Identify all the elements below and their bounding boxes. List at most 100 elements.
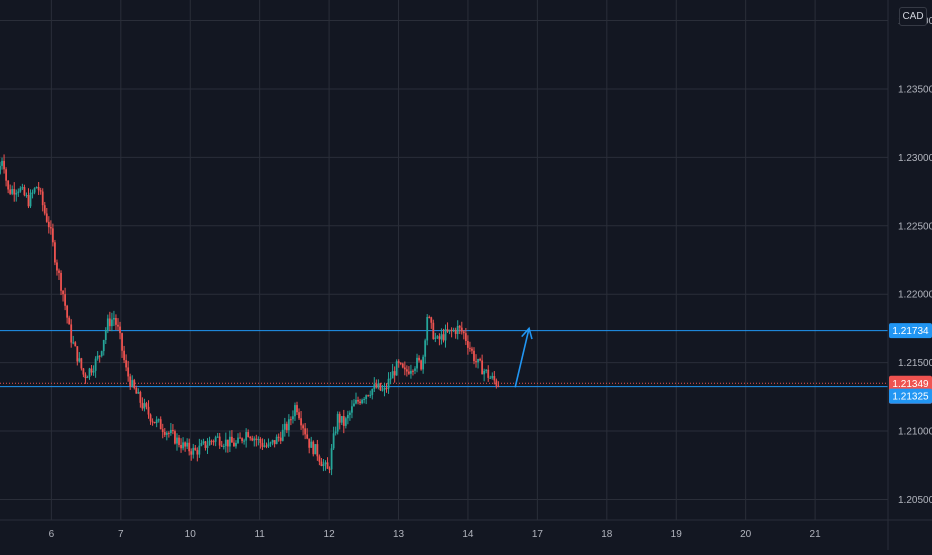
candle-body bbox=[306, 434, 309, 439]
candle-body bbox=[163, 431, 166, 435]
candle-body bbox=[129, 376, 132, 387]
candle-body bbox=[66, 305, 69, 318]
candle-body bbox=[222, 446, 225, 448]
candle-body bbox=[176, 437, 178, 444]
x-tick-label: 6 bbox=[49, 529, 55, 540]
candle-body bbox=[330, 448, 333, 470]
candle-body bbox=[359, 401, 361, 404]
candle-body bbox=[220, 445, 223, 447]
candle-body bbox=[287, 419, 290, 431]
candle-body bbox=[51, 228, 54, 243]
candle-body bbox=[174, 431, 176, 444]
candle-body bbox=[444, 329, 447, 341]
candle-body bbox=[119, 326, 121, 334]
level-badge-upper: 1.21734 bbox=[889, 323, 932, 339]
candle-body bbox=[68, 317, 71, 325]
candle-body bbox=[5, 169, 8, 181]
candle-body bbox=[121, 333, 123, 351]
candle-body bbox=[35, 187, 38, 189]
candle-body bbox=[438, 336, 441, 340]
candle-body bbox=[304, 428, 307, 435]
candle-body bbox=[273, 440, 276, 445]
candle-body bbox=[397, 361, 400, 363]
candle-body bbox=[316, 444, 319, 457]
candle-body bbox=[165, 432, 168, 435]
candle-body bbox=[161, 429, 164, 432]
candle-body bbox=[9, 189, 12, 194]
candle-body bbox=[418, 357, 420, 361]
currency-label: CAD bbox=[902, 11, 924, 22]
candle-body bbox=[235, 442, 237, 447]
arrow-shaft[interactable] bbox=[514, 328, 530, 388]
candle-body bbox=[23, 187, 26, 196]
candle-body bbox=[182, 442, 184, 449]
candle-body bbox=[430, 317, 433, 323]
candle-body bbox=[369, 394, 372, 396]
candle-body bbox=[318, 456, 321, 462]
candle-body bbox=[123, 350, 125, 361]
candle-body bbox=[56, 262, 58, 271]
y-tick-label: 1.21500 bbox=[898, 358, 932, 369]
candle-body bbox=[7, 180, 10, 190]
candle-body bbox=[365, 395, 368, 399]
candle-body bbox=[281, 429, 284, 441]
candle-body bbox=[192, 447, 195, 455]
candle-body bbox=[403, 367, 406, 370]
candle-body bbox=[241, 438, 243, 441]
candle-body bbox=[300, 418, 302, 426]
candle-body bbox=[385, 388, 388, 390]
candle-body bbox=[308, 438, 311, 448]
candle-body bbox=[228, 436, 231, 447]
candle-body bbox=[96, 355, 99, 359]
candle-body bbox=[414, 368, 416, 371]
candle-body bbox=[45, 213, 48, 222]
candle-body bbox=[82, 368, 85, 375]
candle-body bbox=[495, 380, 498, 386]
candle-body bbox=[84, 374, 87, 379]
candle-body bbox=[0, 165, 1, 174]
candle-body bbox=[98, 355, 101, 357]
candle-body bbox=[54, 242, 56, 263]
candle-body bbox=[487, 369, 490, 378]
candle-body bbox=[267, 443, 270, 447]
x-tick-label: 7 bbox=[118, 529, 124, 540]
candle-body bbox=[279, 437, 282, 441]
candle-body bbox=[471, 348, 473, 351]
candle-body bbox=[314, 444, 317, 455]
candle-body bbox=[346, 414, 349, 419]
candle-body bbox=[283, 423, 286, 430]
arrow-drawing[interactable] bbox=[514, 326, 533, 388]
candle-body bbox=[172, 429, 174, 432]
candle-body bbox=[131, 380, 134, 387]
candle-body bbox=[399, 362, 402, 364]
x-tick-label: 20 bbox=[740, 529, 752, 540]
candle-body bbox=[481, 360, 484, 375]
currency-badge[interactable]: CAD bbox=[899, 7, 927, 26]
candle-body bbox=[351, 406, 353, 413]
candle-body bbox=[489, 377, 492, 379]
candle-body bbox=[237, 437, 239, 443]
candle-body bbox=[210, 440, 213, 442]
candle-body bbox=[454, 329, 457, 334]
candle-body bbox=[159, 419, 162, 430]
candle-body bbox=[92, 370, 95, 373]
candle-body bbox=[422, 356, 425, 370]
candle-body bbox=[102, 340, 105, 352]
candle-body bbox=[290, 419, 292, 421]
candle-body bbox=[357, 399, 359, 402]
candle-body bbox=[473, 350, 475, 362]
candle-body bbox=[440, 334, 443, 340]
candle-body bbox=[245, 432, 248, 441]
x-tick-label: 18 bbox=[601, 529, 613, 540]
arrow-head[interactable] bbox=[521, 326, 533, 340]
candle-body bbox=[216, 436, 219, 438]
candle-body bbox=[261, 442, 264, 447]
candle-body bbox=[373, 384, 376, 390]
y-tick-label: 1.23500 bbox=[898, 84, 932, 95]
level-badge-upper-bg bbox=[889, 323, 932, 339]
candle-body bbox=[355, 399, 357, 404]
